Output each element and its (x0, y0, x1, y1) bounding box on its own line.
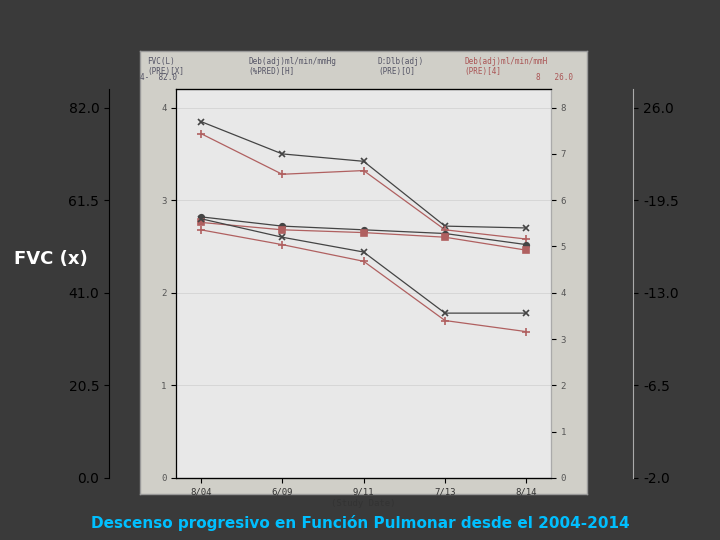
Text: FVC (x): FVC (x) (14, 250, 88, 268)
X-axis label: (Study Date): (Study Date) (331, 500, 396, 508)
Text: 4-  82.0: 4- 82.0 (140, 73, 177, 82)
Text: 8   26.0: 8 26.0 (536, 73, 573, 82)
Text: D:Dlb(adj)
(PRE)[O]: D:Dlb(adj) (PRE)[O] (378, 57, 424, 76)
Text: FVC(L)
(PRE)[X]: FVC(L) (PRE)[X] (148, 57, 184, 76)
Text: Deb(adj)ml/min/mmH
(PRE)[4]: Deb(adj)ml/min/mmH (PRE)[4] (464, 57, 548, 76)
Text: Deb(adj)ml/min/mmHg
(%PRED)[H]: Deb(adj)ml/min/mmHg (%PRED)[H] (248, 57, 336, 76)
Text: Descenso progresivo en Función Pulmonar desde el 2004-2014: Descenso progresivo en Función Pulmonar … (91, 515, 629, 531)
